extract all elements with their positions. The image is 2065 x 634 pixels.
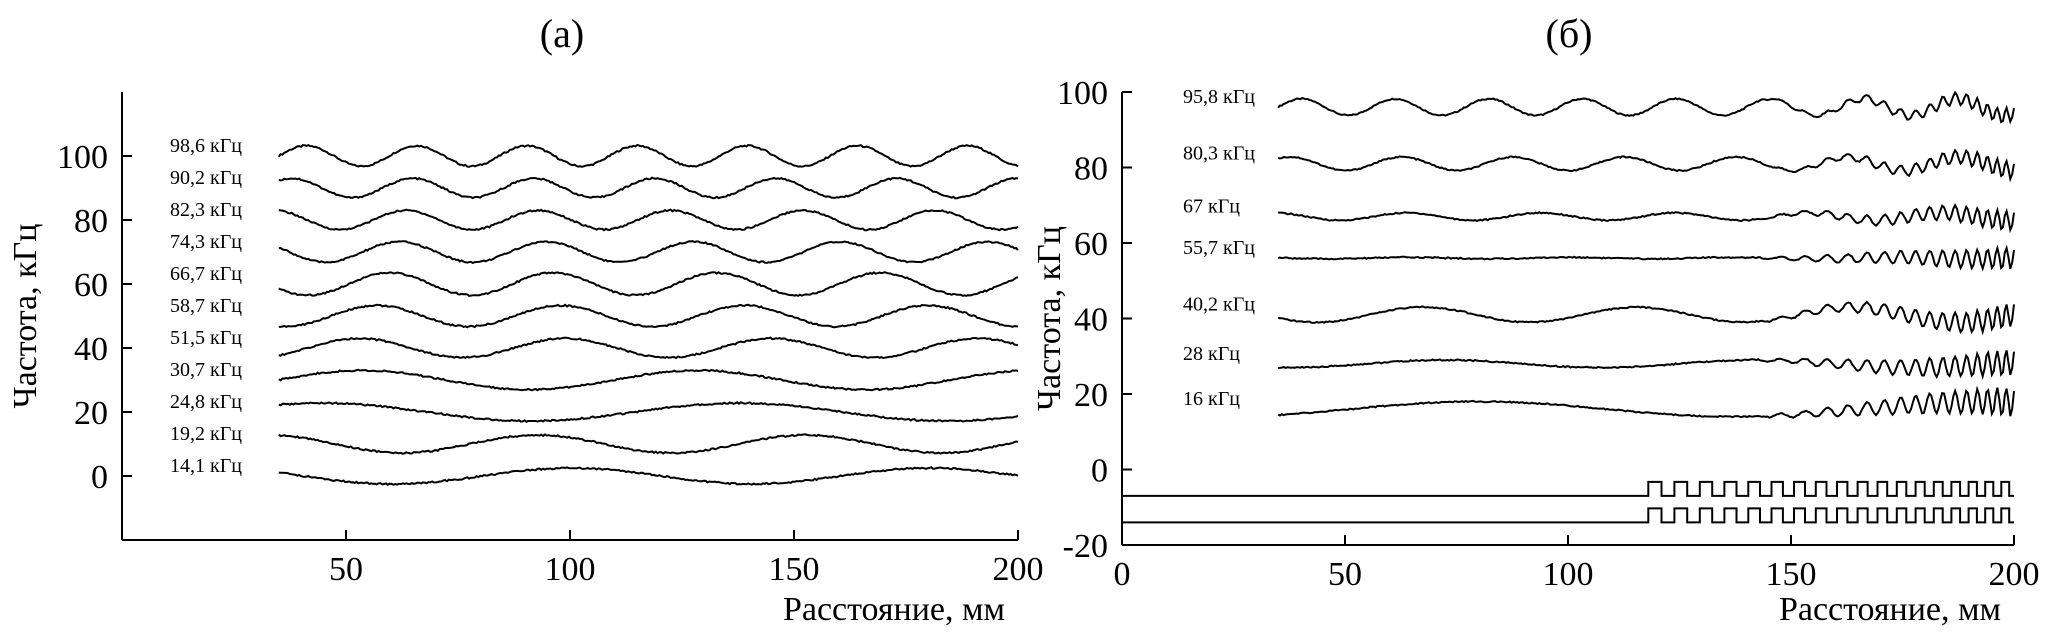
trace-label: 19,2 кГц [170,423,242,445]
x-tick-label: 200 [993,551,1044,588]
y-tick-label: 0 [1091,453,1108,490]
trace-line [278,271,1019,298]
y-axis-title: Частота, кГц [7,224,44,409]
trace-line [1278,349,2015,381]
trace-line [1277,148,2015,183]
y-tick-label: 40 [1074,302,1108,339]
trace-line [1277,385,2015,419]
trace-line [1278,202,2015,234]
trace-label: 16 кГц [1183,388,1240,410]
trace-label: 28 кГц [1183,343,1240,365]
trace-line [278,466,1019,486]
y-axis-title: Частота, кГц [1031,226,1068,411]
trace-label: 82,3 кГц [170,199,242,221]
x-axis-title: Расстояние, мм [1779,591,2001,628]
panel-label: (а) [540,11,584,56]
grating-pattern-line [1122,480,2014,497]
x-tick-label: 100 [545,551,596,588]
y-tick-label: 100 [1057,75,1108,112]
trace-label: 95,8 кГц [1183,86,1255,108]
trace-line [278,208,1019,232]
trace-label: 90,2 кГц [170,167,242,189]
trace-line [278,368,1019,392]
trace-label: 14,1 кГц [170,455,242,477]
x-tick-label: 200 [1989,556,2040,593]
trace-label: 98,6 кГц [170,135,242,157]
trace-line [278,176,1019,200]
trace-label: 24,8 кГц [170,391,242,413]
x-tick-label: 50 [1328,556,1362,593]
trace-line [1277,300,2015,336]
trace-line [277,143,1019,168]
trace-label: 80,3 кГц [1183,143,1255,165]
x-axis-title: Расстояние, мм [783,591,1005,628]
y-tick-label: 40 [74,331,108,368]
grating-pattern-line [1122,507,2014,524]
trace-line [278,433,1019,455]
y-tick-label: -20 [1063,528,1108,565]
y-tick-label: 60 [74,267,108,304]
y-tick-label: 0 [91,459,108,496]
x-tick-label: 150 [1766,556,1817,593]
y-tick-label: 100 [57,139,108,176]
x-tick-label: 150 [769,551,820,588]
trace-label: 67 кГц [1183,196,1240,218]
trace-line [278,336,1019,360]
y-tick-label: 80 [1074,151,1108,188]
y-tick-label: 80 [74,203,108,240]
trace-label: 74,3 кГц [170,231,242,253]
x-tick-label: 50 [329,551,363,588]
trace-label: 58,7 кГц [170,295,242,317]
trace-line [1277,244,2015,272]
trace-label: 55,7 кГц [1183,237,1255,259]
y-tick-label: 20 [1074,377,1108,414]
trace-line [278,240,1019,265]
trace-line [1277,90,2015,125]
y-tick-label: 60 [1074,226,1108,263]
trace-label: 30,7 кГц [170,359,242,381]
trace-line [278,303,1019,329]
x-tick-label: 100 [1543,556,1594,593]
trace-label: 51,5 кГц [170,327,242,349]
trace-label: 40,2 кГц [1183,294,1255,316]
x-tick-label: 0 [1114,556,1131,593]
trace-label: 66,7 кГц [170,263,242,285]
trace-line [278,401,1019,423]
panel-label: (б) [1546,11,1593,56]
y-tick-label: 20 [74,395,108,432]
